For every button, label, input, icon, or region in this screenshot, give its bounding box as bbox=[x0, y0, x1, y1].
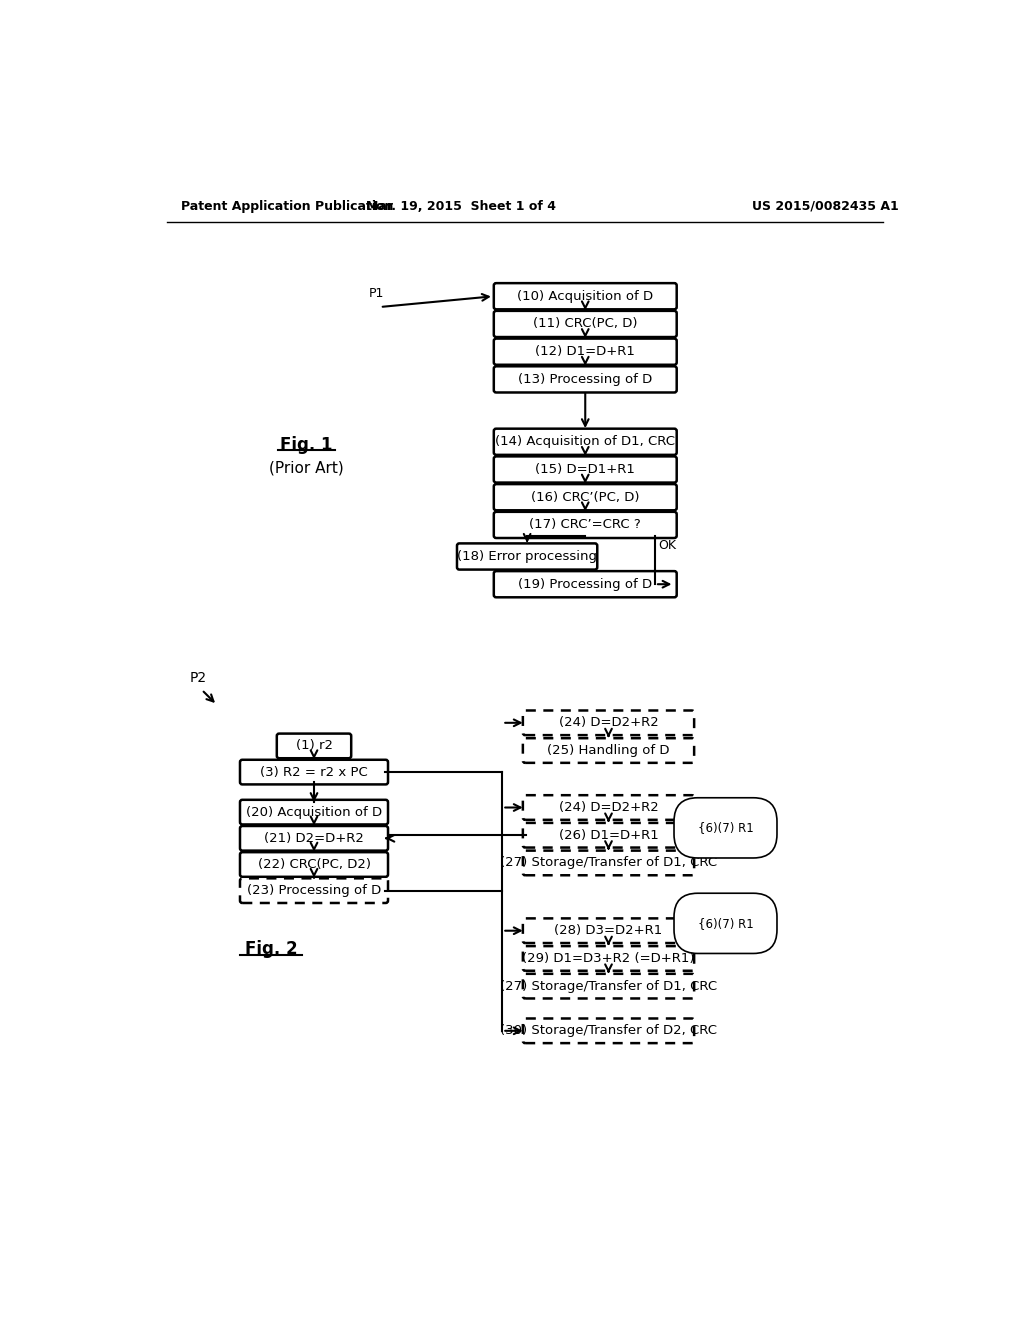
FancyBboxPatch shape bbox=[240, 826, 388, 850]
FancyBboxPatch shape bbox=[523, 738, 694, 763]
Text: P2: P2 bbox=[190, 671, 207, 685]
Text: (14) Acquisition of D1, CRC: (14) Acquisition of D1, CRC bbox=[496, 436, 675, 449]
Text: Mar. 19, 2015  Sheet 1 of 4: Mar. 19, 2015 Sheet 1 of 4 bbox=[367, 199, 556, 213]
Text: (24) D=D2+R2: (24) D=D2+R2 bbox=[559, 717, 658, 730]
Text: (25) Handling of D: (25) Handling of D bbox=[547, 744, 670, 758]
FancyBboxPatch shape bbox=[240, 760, 388, 784]
FancyBboxPatch shape bbox=[523, 1019, 694, 1043]
Text: (1) r2: (1) r2 bbox=[296, 739, 333, 752]
FancyBboxPatch shape bbox=[276, 734, 351, 758]
Text: (23) Processing of D: (23) Processing of D bbox=[247, 884, 381, 898]
Text: Patent Application Publication: Patent Application Publication bbox=[180, 199, 393, 213]
FancyBboxPatch shape bbox=[494, 429, 677, 455]
FancyBboxPatch shape bbox=[494, 457, 677, 483]
Text: US 2015/0082435 A1: US 2015/0082435 A1 bbox=[752, 199, 899, 213]
Text: (28) D3=D2+R1: (28) D3=D2+R1 bbox=[554, 924, 663, 937]
Text: (Prior Art): (Prior Art) bbox=[269, 461, 344, 475]
FancyBboxPatch shape bbox=[240, 853, 388, 876]
FancyBboxPatch shape bbox=[457, 544, 597, 570]
Text: (20) Acquisition of D: (20) Acquisition of D bbox=[246, 805, 382, 818]
FancyBboxPatch shape bbox=[523, 946, 694, 970]
FancyBboxPatch shape bbox=[494, 312, 677, 337]
Text: (15) D=D1+R1: (15) D=D1+R1 bbox=[536, 463, 635, 477]
Text: (26) D1=D+R1: (26) D1=D+R1 bbox=[559, 829, 658, 842]
Text: (21) D2=D+R2: (21) D2=D+R2 bbox=[264, 832, 364, 845]
Text: P1: P1 bbox=[369, 286, 384, 300]
Text: (22) CRC(PC, D2): (22) CRC(PC, D2) bbox=[257, 858, 371, 871]
FancyBboxPatch shape bbox=[523, 974, 694, 998]
Text: (12) D1=D+R1: (12) D1=D+R1 bbox=[536, 345, 635, 358]
Text: (24) D=D2+R2: (24) D=D2+R2 bbox=[559, 801, 658, 814]
Text: (27) Storage/Transfer of D1, CRC: (27) Storage/Transfer of D1, CRC bbox=[500, 857, 717, 870]
Text: (29) D1=D3+R2 (=D+R1): (29) D1=D3+R2 (=D+R1) bbox=[522, 952, 694, 965]
FancyBboxPatch shape bbox=[523, 795, 694, 820]
Text: (17) CRC’=CRC ?: (17) CRC’=CRC ? bbox=[529, 519, 641, 532]
FancyBboxPatch shape bbox=[523, 919, 694, 942]
Text: (13) Processing of D: (13) Processing of D bbox=[518, 372, 652, 385]
Text: (27) Storage/Transfer of D1, CRC: (27) Storage/Transfer of D1, CRC bbox=[500, 979, 717, 993]
Text: {6)(7) R1: {6)(7) R1 bbox=[697, 821, 754, 834]
FancyBboxPatch shape bbox=[494, 367, 677, 392]
Text: (19) Processing of D: (19) Processing of D bbox=[518, 578, 652, 591]
Text: (10) Acquisition of D: (10) Acquisition of D bbox=[517, 289, 653, 302]
Text: Fig. 1: Fig. 1 bbox=[280, 436, 333, 454]
Text: Fig. 2: Fig. 2 bbox=[245, 940, 298, 958]
Text: (18) Error processing: (18) Error processing bbox=[457, 550, 597, 564]
Text: OK: OK bbox=[658, 539, 676, 552]
FancyBboxPatch shape bbox=[523, 850, 694, 875]
FancyBboxPatch shape bbox=[523, 822, 694, 847]
FancyBboxPatch shape bbox=[240, 800, 388, 825]
FancyBboxPatch shape bbox=[494, 572, 677, 598]
Text: (11) CRC(PC, D): (11) CRC(PC, D) bbox=[534, 317, 638, 330]
Text: {6)(7) R1: {6)(7) R1 bbox=[697, 917, 754, 929]
FancyBboxPatch shape bbox=[523, 710, 694, 735]
Text: (16) CRC’(PC, D): (16) CRC’(PC, D) bbox=[531, 491, 640, 504]
FancyBboxPatch shape bbox=[494, 484, 677, 511]
FancyBboxPatch shape bbox=[494, 339, 677, 364]
FancyBboxPatch shape bbox=[494, 284, 677, 309]
Text: (3) R2 = r2 x PC: (3) R2 = r2 x PC bbox=[260, 766, 368, 779]
Text: (30) Storage/Transfer of D2, CRC: (30) Storage/Transfer of D2, CRC bbox=[500, 1024, 717, 1038]
FancyBboxPatch shape bbox=[240, 878, 388, 903]
FancyBboxPatch shape bbox=[494, 512, 677, 539]
